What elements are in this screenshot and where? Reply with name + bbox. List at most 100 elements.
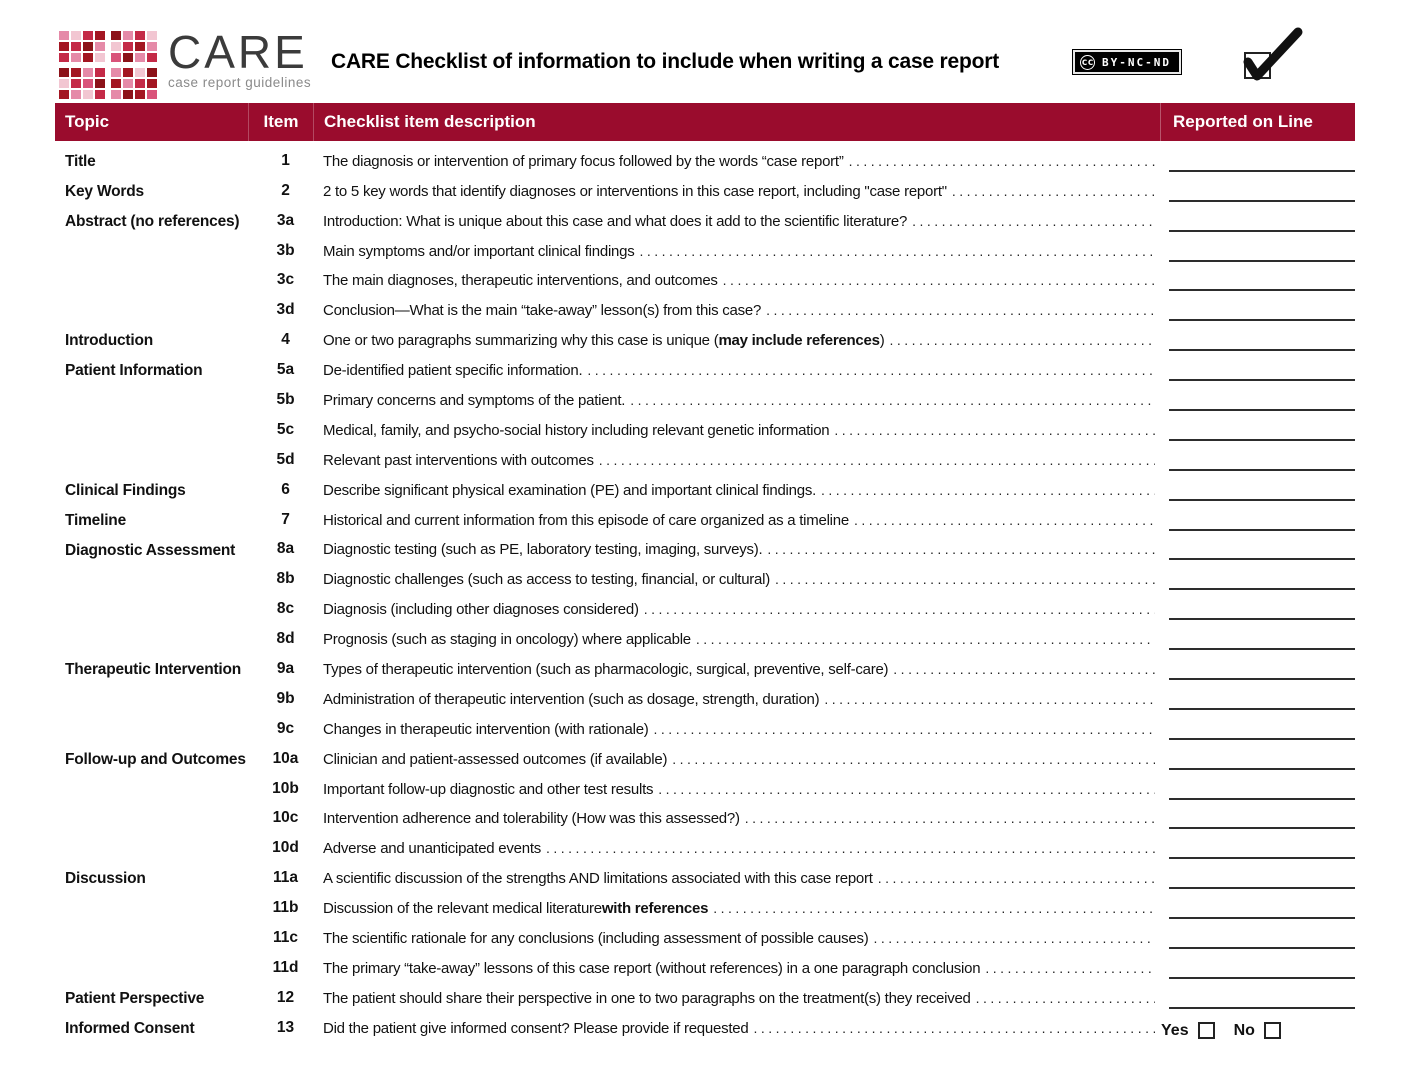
logo-square (95, 31, 105, 40)
reported-on-line-field[interactable] (1169, 558, 1355, 561)
item-description: De-identified patient specific informati… (323, 362, 1155, 379)
description-text: The scientific rationale for any conclus… (323, 930, 869, 948)
logo-square (95, 90, 105, 99)
logo-square (123, 90, 133, 99)
description-bold-text: with references (601, 900, 709, 918)
logo-square (59, 90, 69, 99)
item-description: Discussion of the relevant medical liter… (323, 900, 1155, 917)
reported-on-line-field[interactable] (1169, 857, 1355, 860)
item-description: Intervention adherence and tolerability … (323, 810, 1155, 827)
reported-on-line-field[interactable] (1169, 498, 1355, 501)
item-number: 5c (276, 420, 295, 438)
logo-square (71, 42, 81, 51)
description-text: Clinician and patient-assessed outcomes … (323, 750, 668, 768)
topic-label: Timeline (65, 511, 126, 529)
reported-on-line-field[interactable] (1169, 289, 1355, 292)
item-description: Historical and current information from … (323, 512, 1155, 529)
dot-leader: ........................................… (767, 541, 1155, 558)
reported-on-line-field[interactable] (1169, 349, 1355, 352)
topic-label: Introduction (65, 332, 153, 350)
logo-square (111, 42, 121, 51)
reported-on-line-field[interactable] (1169, 169, 1355, 172)
reported-on-line-field[interactable] (1169, 707, 1355, 710)
reported-on-line-field[interactable] (1169, 947, 1355, 950)
description-text: Types of therapeutic intervention (such … (323, 661, 889, 679)
table-row: Informed Consent 13 Did the patient give i… (55, 1012, 1355, 1042)
reported-on-line-field[interactable] (1169, 588, 1355, 591)
reported-on-line-field[interactable] (1169, 468, 1355, 471)
item-description: Prognosis (such as staging in oncology) … (323, 631, 1155, 648)
logo-square (83, 79, 93, 88)
reported-on-line-field[interactable] (1169, 887, 1355, 890)
reported-on-line-field[interactable] (1169, 767, 1355, 770)
description-text: Intervention adherence and tolerability … (323, 810, 740, 828)
dot-leader: ........................................… (643, 601, 1155, 618)
item-number: 4 (281, 331, 290, 349)
reported-on-line-field[interactable] (1169, 737, 1355, 740)
item-number: 3b (276, 241, 295, 259)
reported-on-line-field[interactable] (1169, 1006, 1355, 1009)
item-number: 10a (272, 749, 299, 767)
table-row: Abstract (no references) 3a Introduction: … (55, 205, 1355, 235)
logo-square (59, 42, 69, 51)
logo-square (71, 53, 81, 62)
cc-license-badge: cc BY-NC-ND (1072, 49, 1182, 75)
reported-on-line-field[interactable] (1169, 528, 1355, 531)
reported-on-line-field[interactable] (1169, 319, 1355, 322)
logo-square (83, 42, 93, 51)
table-row: 11b Discussion of the relevant medical li… (55, 892, 1355, 922)
item-number: 13 (276, 1018, 295, 1036)
reported-on-line-field[interactable] (1169, 409, 1355, 412)
description-text: Administration of therapeutic interventi… (323, 690, 820, 708)
dot-leader: ........................................… (630, 392, 1155, 409)
reported-on-line-field[interactable] (1169, 229, 1355, 232)
table-row: 11d The primary “take-away” lessons of th… (55, 952, 1355, 982)
column-header-item: Item (248, 103, 313, 141)
description-text: A scientific discussion of the strengths… (323, 870, 873, 888)
logo-square (135, 42, 145, 51)
description-text: ) (879, 332, 885, 350)
reported-on-line-field[interactable] (1169, 678, 1355, 681)
reported-on-line-field[interactable] (1169, 976, 1355, 979)
dot-leader: ........................................… (985, 959, 1155, 976)
dot-leader: ........................................… (587, 362, 1155, 379)
description-text: Diagnostic challenges (such as access to… (323, 571, 770, 589)
item-description: Did the patient give informed consent? P… (323, 1020, 1155, 1037)
reported-on-line-field[interactable] (1169, 199, 1355, 202)
dot-leader: ........................................… (658, 780, 1155, 797)
no-label: No (1233, 1021, 1255, 1039)
logo-square (135, 53, 145, 62)
reported-on-line-field[interactable] (1169, 379, 1355, 382)
table-row: 10d Adverse and unanticipated events.....… (55, 832, 1355, 862)
reported-on-line-field[interactable] (1169, 648, 1355, 651)
reported-on-line-field[interactable] (1169, 618, 1355, 621)
no-checkbox[interactable] (1263, 1022, 1281, 1040)
item-number: 9a (276, 660, 295, 678)
logo-square (83, 90, 93, 99)
dot-leader: ........................................… (744, 810, 1155, 827)
table-row: 3b Main symptoms and/or important clinica… (55, 235, 1355, 265)
dot-leader: ........................................… (951, 182, 1155, 199)
reported-on-line-field[interactable] (1169, 438, 1355, 441)
description-text: Conclusion—What is the main “take-away” … (323, 302, 762, 320)
table-row: 5b Primary concerns and symptoms of the p… (55, 384, 1355, 414)
dot-leader: ........................................… (848, 152, 1155, 169)
item-number: 7 (281, 510, 290, 528)
reported-on-line-field[interactable] (1169, 259, 1355, 262)
item-number: 11d (272, 958, 299, 976)
reported-on-line-field[interactable] (1169, 797, 1355, 800)
cc-icon: cc (1080, 54, 1095, 70)
item-number: 1 (281, 151, 290, 169)
reported-on-line-field[interactable] (1169, 827, 1355, 830)
logo-square (147, 42, 157, 51)
reported-on-line-field[interactable] (1169, 917, 1355, 920)
table-row: 5d Relevant past interventions with outco… (55, 444, 1355, 474)
logo-square (147, 53, 157, 62)
logo-square (83, 53, 93, 62)
table-row: Discussion 11a A scientific discussion of … (55, 862, 1355, 892)
topic-label: Follow-up and Outcomes (65, 750, 246, 768)
item-number: 3a (276, 211, 295, 229)
logo-tagline: case report guidelines (168, 75, 312, 90)
yes-checkbox[interactable] (1197, 1022, 1215, 1040)
description-text: Prognosis (such as staging in oncology) … (323, 631, 691, 649)
